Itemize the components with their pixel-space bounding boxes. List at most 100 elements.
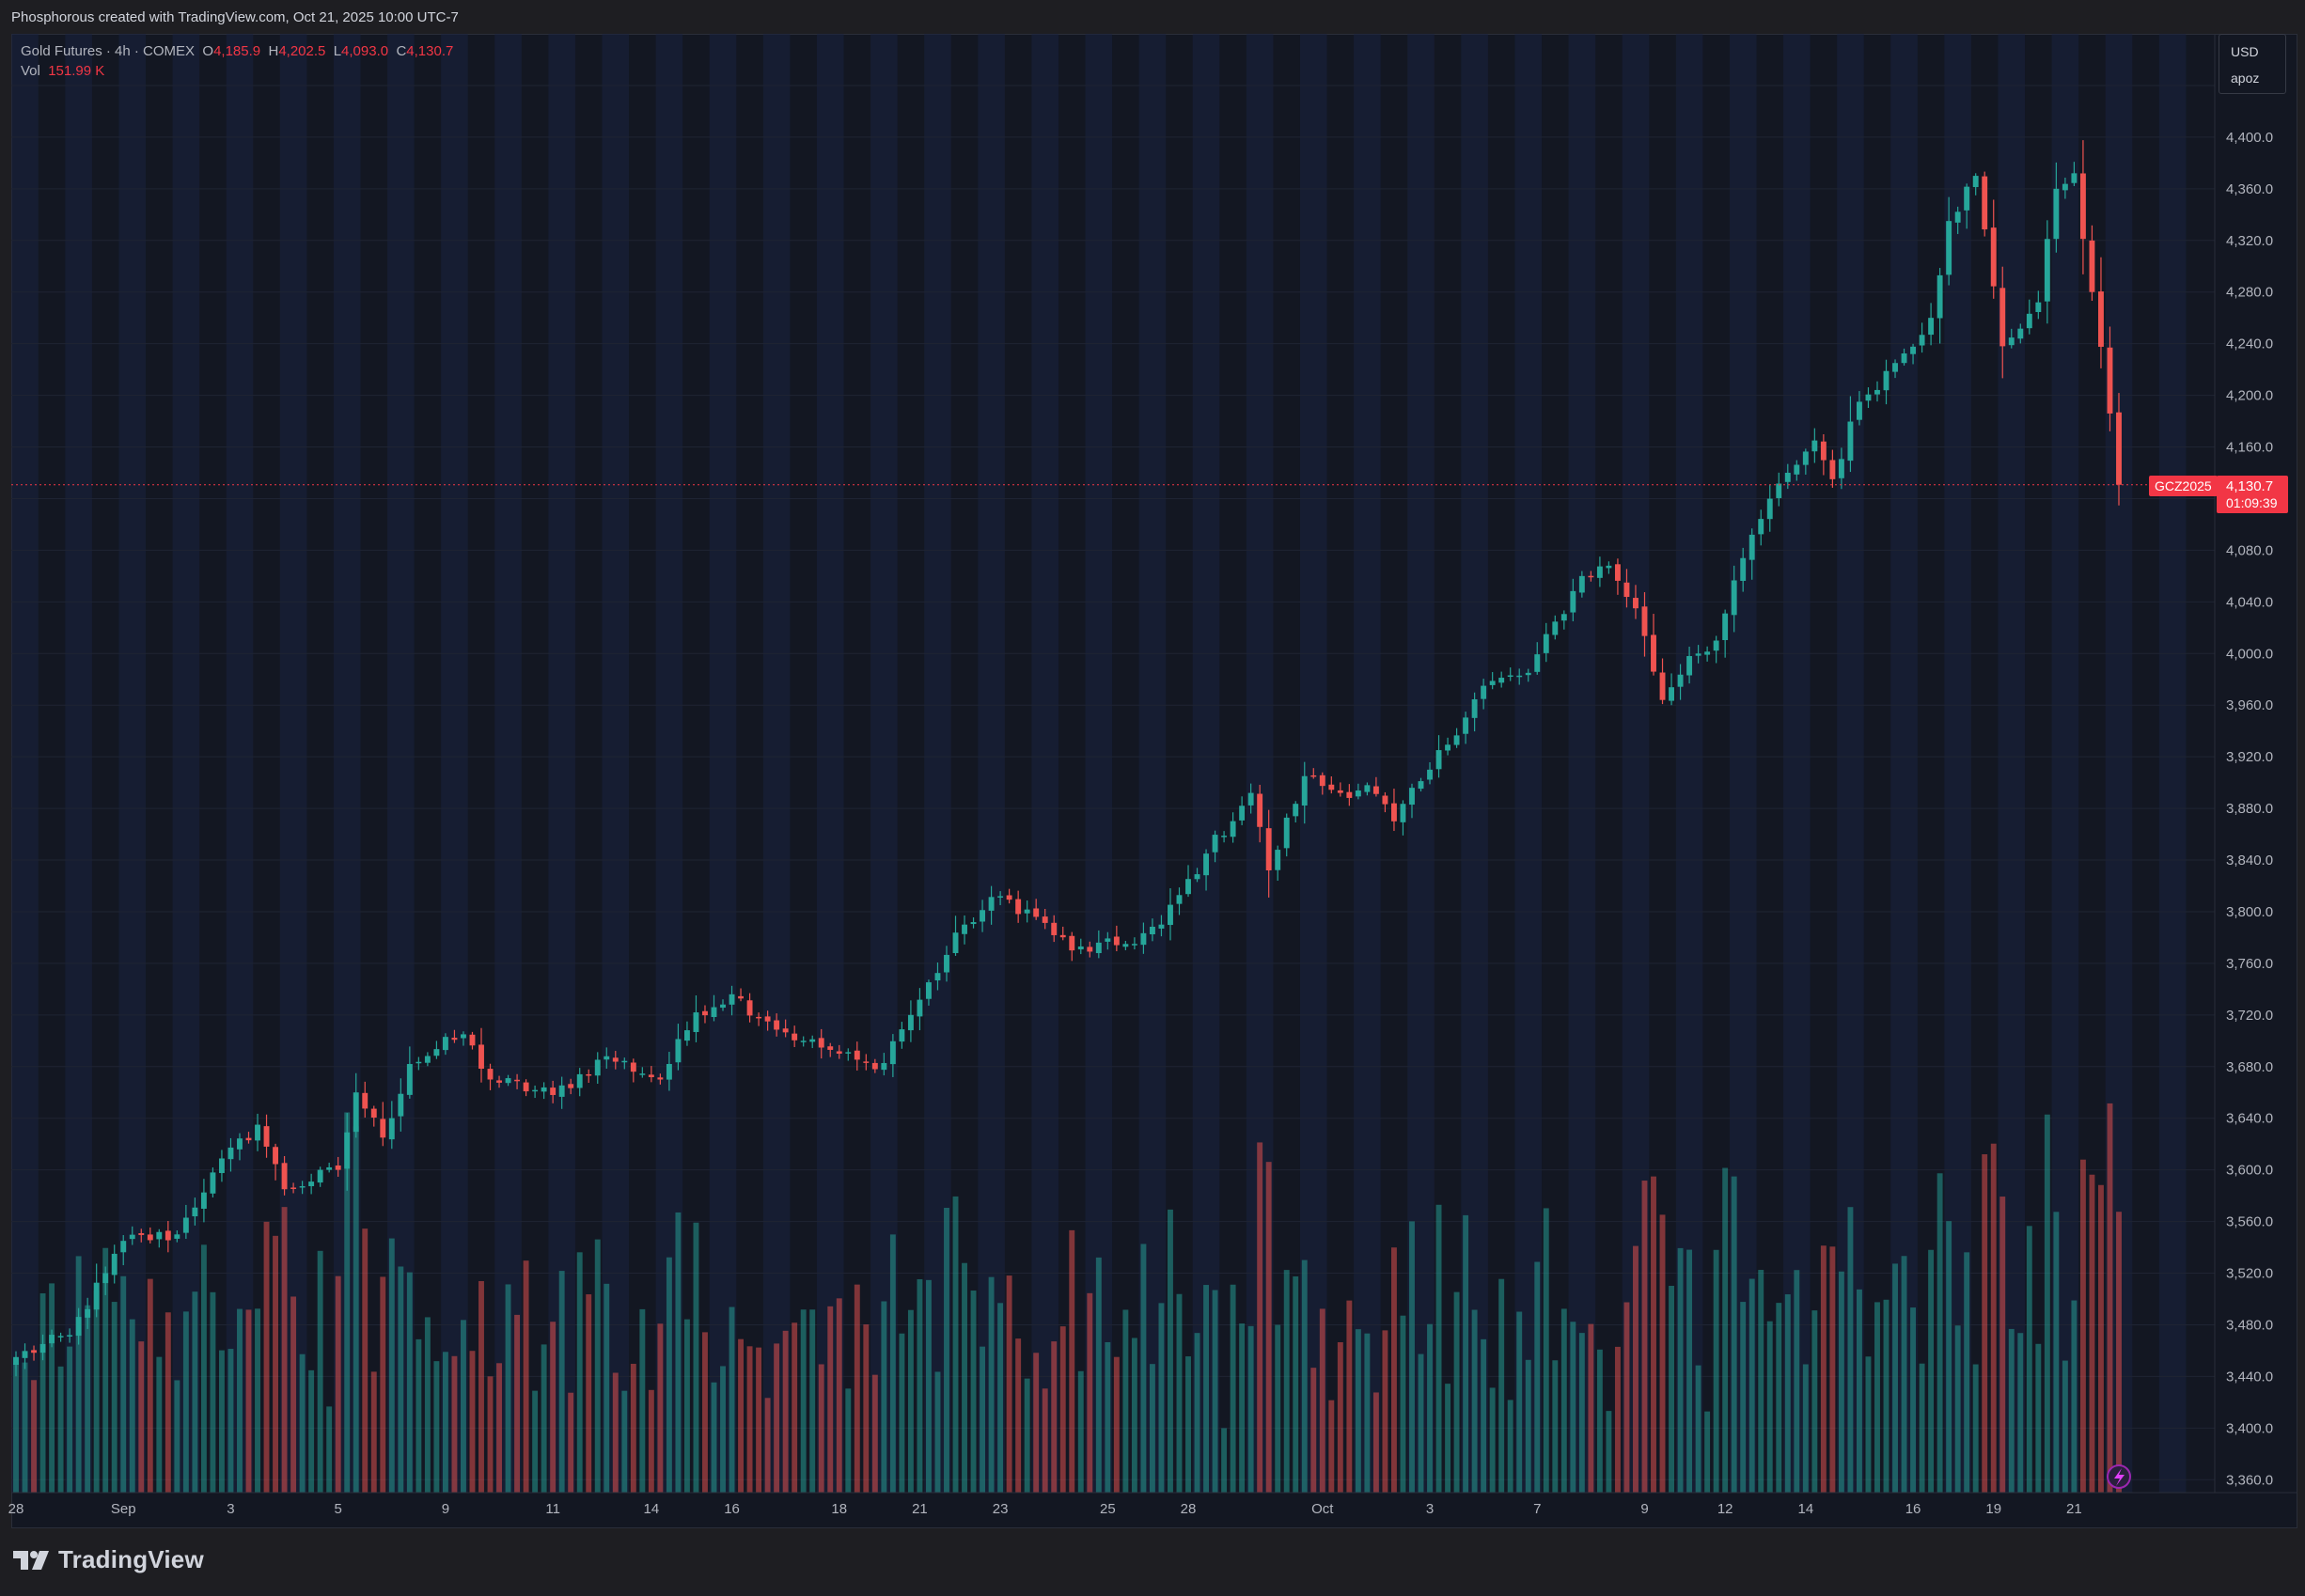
volume-bar [255, 1308, 260, 1493]
candle-body [1400, 804, 1406, 822]
candle-body [1051, 922, 1058, 935]
volume-bar [442, 1352, 448, 1493]
tradingview-logo-text: TradingView [58, 1545, 204, 1573]
candle-body [756, 1016, 762, 1019]
volume-bar [907, 1309, 914, 1493]
volume-bar [1865, 1356, 1872, 1493]
candle-body [907, 1014, 914, 1031]
volume-bar [2079, 1159, 2086, 1493]
volume-bar [1578, 1333, 1585, 1493]
candle-body [774, 1020, 780, 1030]
candle-body [764, 1016, 771, 1022]
price-tick-label: 3,600.0 [2226, 1163, 2273, 1179]
volume-bar [2053, 1212, 2060, 1493]
candle-body [854, 1050, 860, 1060]
candle-body [2035, 302, 2042, 313]
volume-bar [1293, 1276, 1299, 1493]
currency-label: USD [2231, 44, 2259, 59]
candle-body [218, 1158, 225, 1174]
volume-bar [1695, 1365, 1701, 1493]
grid-lines [11, 85, 2215, 1480]
candle-body [1641, 606, 1648, 636]
candle-body [1364, 785, 1371, 792]
volume-bar [2044, 1114, 2050, 1493]
candlesticks [13, 140, 2122, 1377]
volume-bar [49, 1283, 55, 1493]
volume-bar [31, 1380, 37, 1493]
candle-body [809, 1039, 816, 1042]
volume-bar [156, 1356, 163, 1493]
volume-bar [1516, 1311, 1523, 1493]
candle-body [67, 1335, 73, 1337]
candle-body [952, 932, 959, 954]
session-band [978, 34, 1005, 1493]
session-band [762, 34, 791, 1493]
candle-body [1168, 904, 1173, 926]
candle-body [1731, 580, 1737, 616]
volume-label: Vol [21, 63, 40, 79]
volume-bar [532, 1390, 539, 1493]
candle-body [576, 1073, 583, 1088]
candle-body [1651, 634, 1656, 672]
candle-body [1337, 790, 1343, 793]
candle-body [335, 1165, 341, 1170]
candle-body [461, 1034, 466, 1039]
candle-body [550, 1087, 557, 1095]
candle-body [1704, 651, 1711, 655]
candle-body [1695, 653, 1701, 656]
scale-currency-button[interactable]: USD apoz [2219, 34, 2286, 94]
candle-body [1999, 288, 2006, 347]
candle-body [380, 1119, 386, 1138]
volume-bar [1794, 1270, 1800, 1493]
candle-body [514, 1079, 521, 1082]
volume-bar [1507, 1400, 1513, 1493]
candle-body [2098, 291, 2104, 347]
volume-bar [1149, 1364, 1155, 1493]
time-tick-label: 9 [1640, 1501, 1648, 1517]
candle-body [1463, 717, 1469, 734]
volume-bar [102, 1247, 109, 1493]
volume-bar [809, 1309, 816, 1493]
time-tick-label: 16 [724, 1501, 740, 1517]
volume-bar [237, 1308, 243, 1493]
candle-body [451, 1038, 458, 1041]
candle-body [845, 1052, 852, 1054]
volume-bar [245, 1309, 252, 1493]
volume-bar [648, 1389, 654, 1493]
candle-body [13, 1356, 19, 1366]
volume-bar [818, 1364, 824, 1493]
volume-bar [621, 1390, 628, 1493]
volume-bar [85, 1305, 91, 1493]
volume-bar [1382, 1330, 1388, 1493]
candle-body [174, 1234, 180, 1239]
volume-bar [1453, 1291, 1460, 1493]
volume-bar [147, 1278, 153, 1493]
candle-body [1829, 460, 1836, 479]
candle-body [1042, 916, 1048, 923]
candle-body [1982, 176, 1988, 230]
time-tick-label: 21 [912, 1501, 928, 1517]
volume-bar [523, 1260, 529, 1493]
candle-body [2053, 188, 2060, 240]
last-price-tag: 4,130.7 01:09:39 [2217, 475, 2288, 513]
volume-bar [1811, 1310, 1818, 1493]
candle-body [156, 1231, 163, 1240]
session-band [602, 34, 630, 1493]
candle-body [1453, 735, 1460, 745]
volume-bar [1400, 1315, 1406, 1493]
candle-body [182, 1217, 189, 1233]
volume-bar [2035, 1343, 2042, 1493]
candle-body [657, 1077, 664, 1080]
time-tick-label: 9 [442, 1501, 449, 1517]
volume-bar [317, 1250, 323, 1493]
tradingview-logo[interactable]: TradingView [13, 1545, 204, 1574]
candle-body [362, 1092, 368, 1109]
candle-body [648, 1074, 654, 1078]
volume-bar [782, 1330, 789, 1493]
candle-body [871, 1062, 878, 1070]
price-tick-label: 4,360.0 [2226, 181, 2273, 197]
candle-body [1372, 786, 1379, 794]
volume-bar [1883, 1299, 1889, 1493]
volume-bar [558, 1271, 565, 1493]
